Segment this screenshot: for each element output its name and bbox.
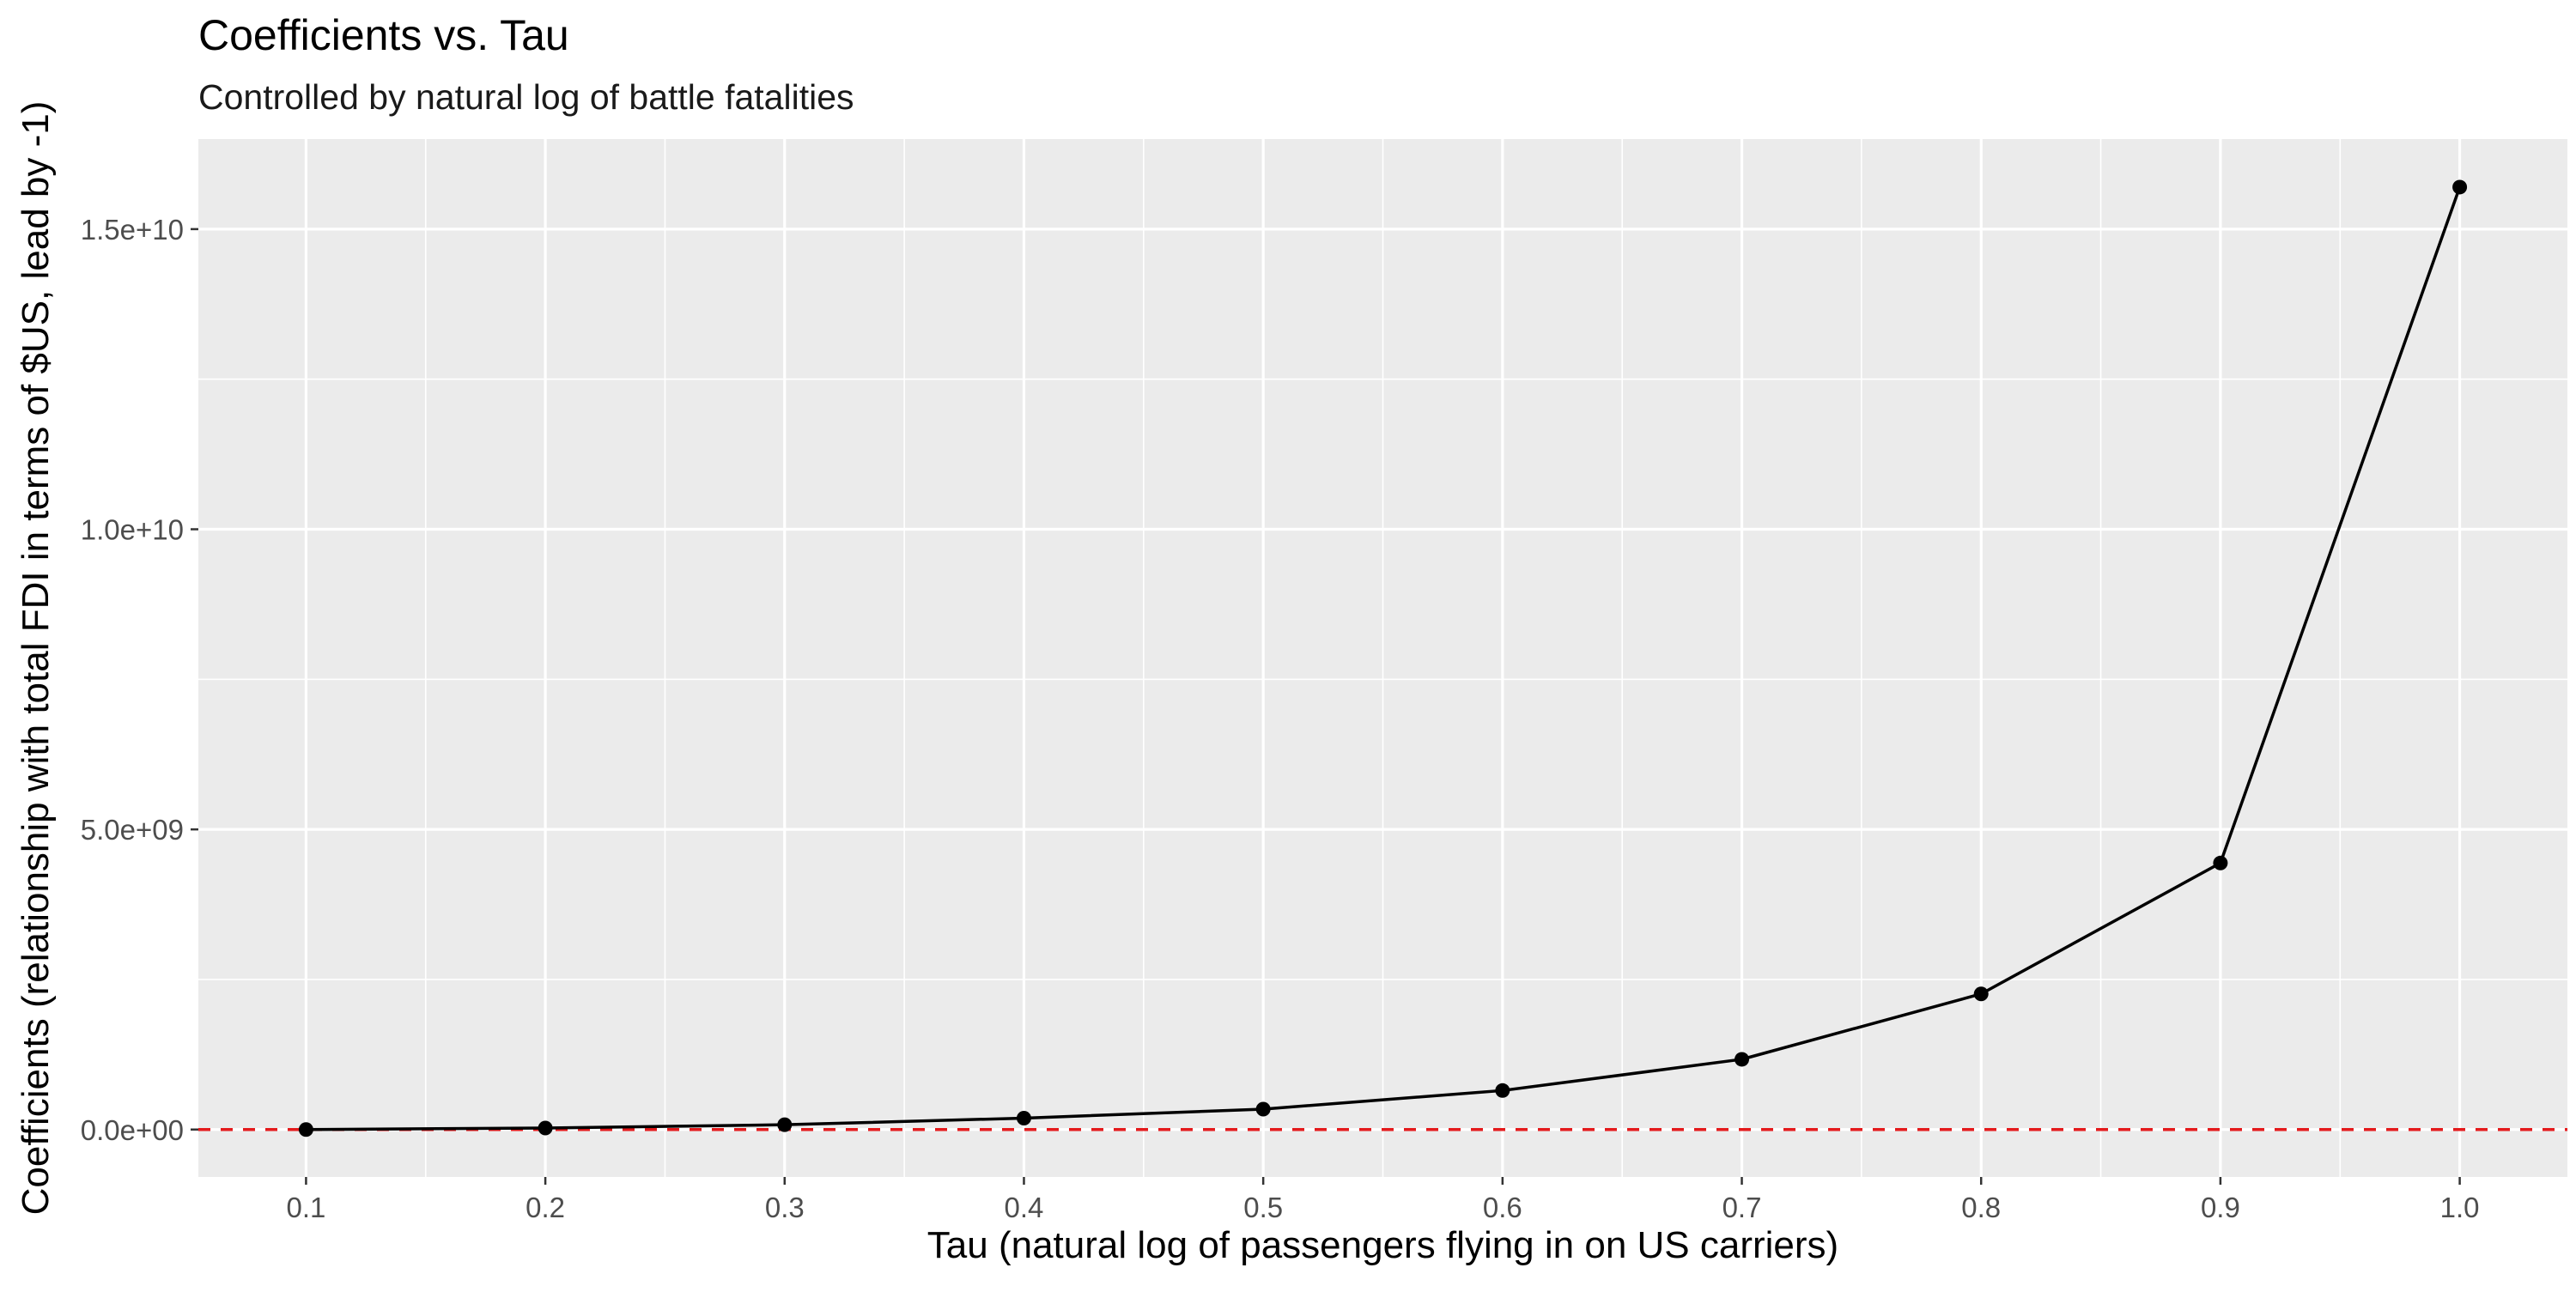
- x-tick-label: 0.5: [1243, 1192, 1283, 1223]
- series-layer: [306, 186, 2462, 1131]
- x-tick-label: 0.7: [1722, 1192, 1762, 1223]
- y-axis-label: Coefficients (relationship with total FD…: [15, 101, 57, 1216]
- y-tick-label: 5.0e+09: [81, 814, 184, 846]
- x-tick-label: 0.4: [1005, 1192, 1044, 1223]
- y-tick-label: 1.5e+10: [81, 214, 184, 246]
- x-tick-label: 1.0: [2440, 1192, 2480, 1223]
- data-point: [298, 1122, 313, 1137]
- x-tick-label: 0.3: [765, 1192, 805, 1223]
- data-point: [2213, 855, 2228, 870]
- y-axis: 0.0e+00 5.0e+09 1.0e+10 1.5e+10: [81, 214, 198, 1146]
- data-point: [777, 1117, 793, 1132]
- points-layer: [298, 179, 2468, 1137]
- x-tick-label: 0.9: [2201, 1192, 2240, 1223]
- chart-title: Coefficients vs. Tau: [198, 11, 569, 59]
- x-axis: 0.1 0.2 0.3 0.4 0.5 0.6 0.7 0.8 0.9 1.0: [286, 1177, 2480, 1223]
- series-line: [306, 186, 2462, 1131]
- grid-major: [198, 139, 2567, 1177]
- grid-minor: [198, 139, 2567, 1177]
- y-tick-label: 0.0e+00: [81, 1114, 184, 1146]
- x-tick-label: 0.8: [1961, 1192, 2001, 1223]
- x-axis-label: Tau (natural log of passengers flying in…: [927, 1224, 1838, 1266]
- x-tick-label: 0.6: [1483, 1192, 1522, 1223]
- data-point: [2452, 179, 2468, 195]
- data-point: [1735, 1052, 1750, 1067]
- data-point: [1973, 986, 1989, 1002]
- data-point: [538, 1120, 553, 1136]
- data-point: [1495, 1083, 1510, 1098]
- x-tick-label: 0.2: [526, 1192, 565, 1223]
- y-tick-label: 1.0e+10: [81, 514, 184, 546]
- data-point: [1255, 1101, 1271, 1117]
- data-point: [1016, 1110, 1031, 1125]
- x-tick-label: 0.1: [286, 1192, 325, 1223]
- chart-subtitle: Controlled by natural log of battle fata…: [198, 77, 854, 117]
